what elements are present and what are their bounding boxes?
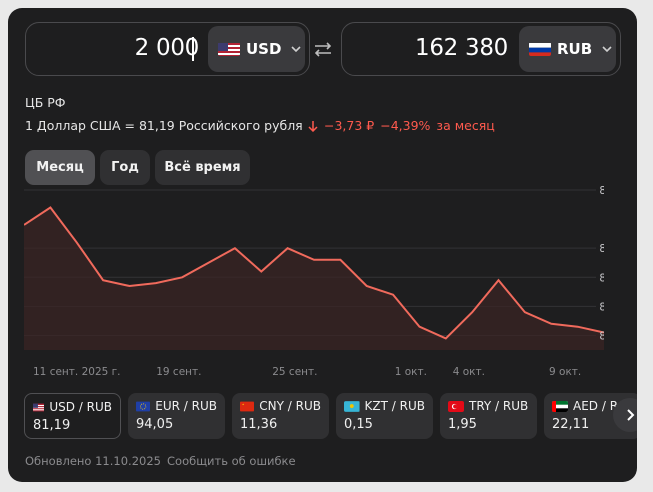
eu-flag-icon — [136, 401, 151, 411]
arrow-down-icon — [308, 120, 318, 132]
updated-date: Обновлено 11.10.2025 — [25, 454, 161, 468]
to-currency-select[interactable]: RUB — [519, 26, 616, 72]
next-pairs-button[interactable] — [613, 398, 637, 432]
x-tick-label: 9 окт. — [549, 366, 581, 378]
currency-pair-chip[interactable]: KZT / RUB 0,15 — [336, 393, 433, 439]
from-currency-code: USD — [246, 40, 282, 58]
x-tick-label: 11 сент. 2025 г. — [33, 366, 121, 378]
to-currency-code: RUB — [557, 40, 593, 58]
chip-rate-value: 11,36 — [240, 417, 278, 432]
chip-pair-row: AED / R — [552, 399, 633, 413]
chart-line — [24, 206, 604, 340]
swap-icon[interactable] — [312, 38, 334, 60]
currency-pair-chip[interactable]: TRY / RUB 1,95 — [440, 393, 537, 439]
chip-pair-label: EUR / RUB — [155, 399, 217, 413]
currency-pair-chip[interactable]: USD / RUB 81,19 — [24, 393, 121, 439]
from-currency-select[interactable]: USD — [208, 26, 305, 72]
tab-all-time[interactable]: Всё время — [155, 150, 250, 185]
y-tick-label: 86 — [599, 185, 604, 197]
from-amount-input[interactable]: 2 000 — [134, 35, 200, 61]
chart-area-fill — [24, 207, 604, 350]
report-error-link[interactable]: Сообщить об ошибке — [167, 454, 296, 468]
y-axis-ticks: 86 84 83 82 81 — [599, 185, 604, 342]
change-period: за месяц — [436, 118, 495, 133]
x-tick-label: 4 окт. — [453, 366, 485, 378]
tab-month[interactable]: Месяц — [25, 150, 95, 185]
ru-flag-icon — [529, 42, 551, 56]
to-amount-input[interactable]: 162 380 — [414, 35, 508, 61]
y-tick-label: 82 — [599, 301, 604, 313]
chip-pair-row: TRY / RUB — [448, 399, 529, 413]
chip-pair-row: EUR / RUB — [136, 399, 217, 413]
from-amount-box[interactable]: 2 000 USD — [25, 22, 310, 76]
chip-pair-label: AED / R — [573, 399, 619, 413]
chip-pair-row: KZT / RUB — [344, 399, 425, 413]
change-percent: −4,39% — [380, 118, 431, 133]
tr-flag-icon — [448, 400, 464, 412]
chip-pair-label: KZT / RUB — [364, 399, 425, 413]
chevron-right-icon — [627, 409, 635, 421]
x-axis-ticks: 11 сент. 2025 г. 19 сент. 25 сент. 1 окт. 4 … — [33, 366, 581, 378]
chevron-down-icon — [291, 46, 302, 53]
currency-pair-chip[interactable]: EUR / RUB 94,05 — [128, 393, 225, 439]
y-tick-label: 83 — [599, 272, 604, 284]
chip-rate-value: 94,05 — [136, 417, 174, 432]
kz-flag-icon — [344, 400, 360, 412]
currency-converter-card: 2 000 USD 162 380 — [8, 8, 637, 482]
x-tick-label: 25 сент. — [272, 366, 317, 378]
rate-description: 1 Доллар США = 81,19 Российского рубля — [25, 118, 303, 133]
cn-flag-icon — [240, 401, 255, 411]
ae-flag-icon — [552, 400, 568, 412]
chip-rate-value: 81,19 — [33, 418, 71, 433]
chip-pair-row: USD / RUB — [33, 400, 112, 414]
x-tick-label: 19 сент. — [156, 366, 201, 378]
chip-rate-value: 0,15 — [344, 417, 373, 432]
chip-pair-row: CNY / RUB — [240, 399, 321, 413]
monthly-change: −3,73 ₽ −4,39% за месяц — [308, 118, 495, 133]
y-tick-label: 81 — [599, 330, 604, 342]
to-amount-box[interactable]: 162 380 RUB — [341, 22, 621, 76]
chip-pair-label: CNY / RUB — [259, 399, 321, 413]
currency-pair-chip[interactable]: CNY / RUB 11,36 — [232, 393, 329, 439]
chevron-down-icon — [602, 46, 612, 53]
chip-pair-label: USD / RUB — [49, 400, 112, 414]
change-absolute: −3,73 ₽ — [324, 118, 375, 133]
rate-source: ЦБ РФ — [25, 95, 66, 110]
us-flag-icon — [33, 403, 45, 411]
chip-pair-label: TRY / RUB — [469, 399, 529, 413]
chip-rate-value: 1,95 — [448, 417, 477, 432]
tab-year[interactable]: Год — [100, 150, 150, 185]
us-flag-icon — [218, 42, 240, 56]
chip-rate-value: 22,11 — [552, 417, 590, 432]
rate-chart: 86 84 83 82 81 11 сент. 2025 г. 19 сент. 25 се… — [24, 185, 604, 378]
x-tick-label: 1 окт. — [395, 366, 427, 378]
y-tick-label: 84 — [599, 243, 604, 255]
text-cursor — [192, 37, 194, 61]
